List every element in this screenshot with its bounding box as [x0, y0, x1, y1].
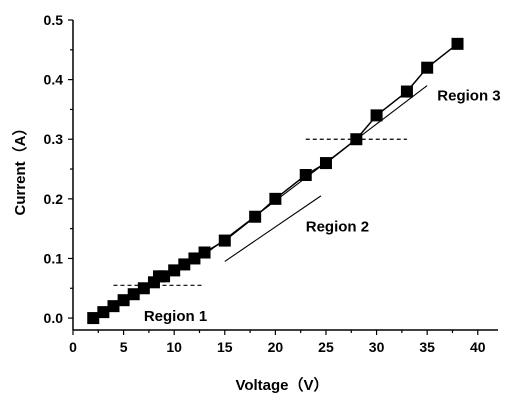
fit-line [199, 85, 428, 259]
x-tick-label: 35 [419, 339, 435, 355]
y-axis-title: Current（A） [11, 120, 29, 215]
data-point [421, 61, 434, 74]
data-point [350, 133, 363, 146]
data-point [87, 312, 100, 325]
data-point [117, 294, 130, 307]
x-tick-label: 0 [69, 339, 77, 355]
data-point [451, 37, 464, 50]
fit-lines [199, 85, 428, 262]
axes [72, 20, 498, 331]
data-point [218, 234, 231, 247]
x-tick-label: 5 [120, 339, 128, 355]
y-tick-label: 0.3 [44, 131, 64, 147]
data-point [269, 192, 282, 205]
series-line [92, 43, 458, 319]
data-point [158, 270, 171, 283]
annotations: Region 1 Region 2 Region 3 [144, 87, 501, 325]
data-point [198, 246, 211, 259]
y-tick-label: 0.0 [44, 310, 64, 326]
data-point [249, 210, 262, 223]
data-point [97, 306, 110, 319]
data-point [178, 258, 191, 271]
data-point [168, 264, 181, 277]
fit-line [224, 195, 322, 262]
y-tick-label: 0.2 [44, 191, 64, 207]
data-point [370, 109, 383, 122]
ticks: 0 5 10 15 20 25 30 35 40 0.0 0.1 0.2 0.3 0.4 0.5 [44, 12, 486, 355]
data-point [188, 252, 201, 265]
x-tick-label: 15 [217, 339, 233, 355]
data-point [137, 282, 150, 295]
data-point [400, 85, 413, 98]
data-point [107, 300, 120, 313]
data-point [319, 157, 332, 170]
x-tick-label: 40 [470, 339, 486, 355]
x-tick-label: 30 [369, 339, 385, 355]
region-label: Region 2 [306, 219, 369, 236]
data-series [87, 37, 464, 325]
x-tick-label: 20 [268, 339, 284, 355]
x-tick-label: 10 [166, 339, 182, 355]
x-axis-title: Voltage（V） [235, 376, 328, 394]
x-tick-label: 25 [318, 339, 334, 355]
y-tick-label: 0.5 [44, 12, 64, 28]
data-point [299, 169, 312, 181]
region-label: Region 3 [437, 87, 500, 104]
y-tick-label: 0.4 [44, 72, 64, 88]
region-label: Region 1 [144, 308, 207, 325]
y-tick-label: 0.1 [44, 250, 64, 266]
data-point [127, 288, 140, 301]
